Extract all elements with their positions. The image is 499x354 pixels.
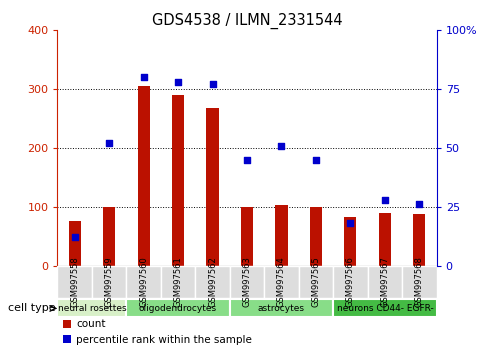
Point	[277, 143, 285, 148]
Bar	[230, 299, 333, 318]
Text: GSM997558: GSM997558	[70, 256, 79, 307]
Text: oligodendrocytes: oligodendrocytes	[139, 304, 217, 313]
Bar	[138, 86, 150, 266]
Bar	[161, 266, 195, 298]
Text: GSM997559: GSM997559	[105, 256, 114, 307]
Bar	[68, 222, 81, 266]
Bar	[264, 266, 299, 298]
Bar	[241, 207, 253, 266]
Bar	[103, 207, 115, 266]
Point	[381, 197, 389, 202]
Bar	[402, 266, 437, 298]
Bar	[344, 217, 356, 266]
Bar	[333, 299, 437, 318]
Bar	[57, 299, 126, 318]
Point	[243, 157, 251, 162]
Point	[209, 81, 217, 87]
Title: GDS4538 / ILMN_2331544: GDS4538 / ILMN_2331544	[152, 12, 342, 29]
Bar	[413, 214, 426, 266]
Point	[312, 157, 320, 162]
Text: cell type: cell type	[7, 303, 55, 313]
Legend: count, percentile rank within the sample: count, percentile rank within the sample	[62, 319, 252, 344]
Bar	[379, 213, 391, 266]
Text: neural rosettes: neural rosettes	[57, 304, 126, 313]
Bar	[368, 266, 402, 298]
Point	[346, 221, 354, 226]
Text: GSM997564: GSM997564	[277, 256, 286, 307]
Bar	[207, 108, 219, 266]
Bar	[172, 95, 184, 266]
Text: GSM997563: GSM997563	[243, 256, 251, 307]
Point	[71, 235, 79, 240]
Point	[140, 74, 148, 80]
Point	[415, 201, 423, 207]
Text: GSM997568: GSM997568	[415, 256, 424, 307]
Point	[174, 79, 182, 85]
Bar	[195, 266, 230, 298]
Bar	[126, 299, 230, 318]
Text: GSM997567: GSM997567	[380, 256, 389, 307]
Bar	[310, 207, 322, 266]
Text: GSM997561: GSM997561	[174, 256, 183, 307]
Bar	[57, 266, 92, 298]
Bar	[275, 205, 287, 266]
Text: GSM997566: GSM997566	[346, 256, 355, 307]
Text: astrocytes: astrocytes	[258, 304, 305, 313]
Text: GSM997565: GSM997565	[311, 256, 320, 307]
Text: GSM997560: GSM997560	[139, 256, 148, 307]
Bar	[299, 266, 333, 298]
Text: neurons CD44- EGFR-: neurons CD44- EGFR-	[336, 304, 433, 313]
Bar	[92, 266, 126, 298]
Text: GSM997562: GSM997562	[208, 256, 217, 307]
Point	[105, 140, 113, 146]
Bar	[230, 266, 264, 298]
Bar	[333, 266, 368, 298]
Bar	[126, 266, 161, 298]
